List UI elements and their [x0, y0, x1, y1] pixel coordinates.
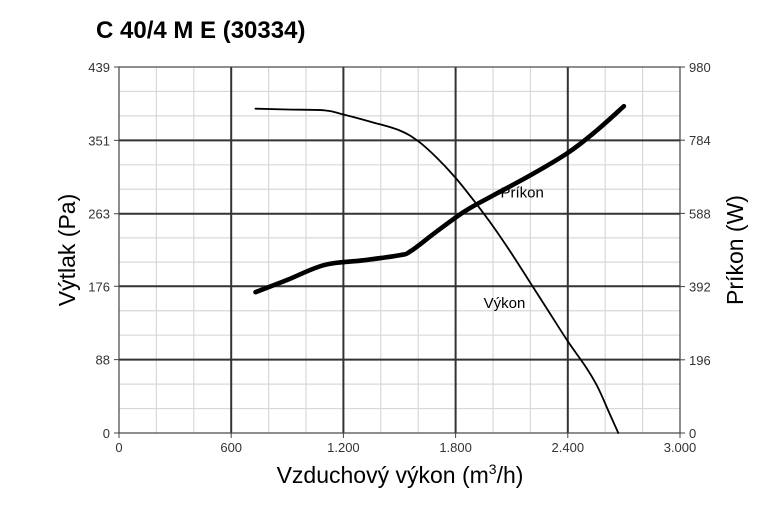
right-y-tick-label: 392 [689, 280, 711, 295]
x-tick-label: 0 [115, 440, 122, 455]
left-y-tick-label: 176 [88, 279, 110, 294]
major-gridlines [119, 67, 680, 433]
right-y-axis-ticks: 0 196 392 588 784 980 [680, 60, 711, 441]
x-axis-label: Vzduchový výkon (m3/h) [277, 461, 524, 488]
x-tick-label: 1.800 [439, 440, 472, 455]
right-y-tick-label: 0 [689, 426, 696, 441]
series-annotation-vykon: Výkon [484, 295, 526, 312]
left-y-axis-ticks: 0 88 176 263 351 439 [88, 60, 119, 441]
x-axis-label-prefix: Vzduchový výkon (m [277, 462, 489, 488]
plot-frame [118, 66, 681, 434]
right-y-tick-label: 784 [689, 133, 711, 148]
x-tick-label: 2.400 [552, 440, 585, 455]
left-y-tick-label: 351 [88, 133, 110, 148]
x-axis-ticks: 0 600 1.200 1.800 2.400 3.000 [115, 433, 696, 455]
right-y-axis-label: Príkon (W) [722, 195, 748, 305]
chart-title: C 40/4 M E (30334) [96, 17, 305, 44]
annotation-layer: Príkon Výkon [484, 185, 544, 312]
left-y-tick-label: 263 [88, 207, 110, 222]
left-y-tick-label: 439 [88, 60, 110, 75]
right-y-tick-label: 196 [689, 353, 711, 368]
minor-gridlines [119, 67, 680, 433]
left-y-tick-label: 0 [103, 426, 110, 441]
series-layer [253, 103, 627, 434]
series-line-prikon [253, 103, 627, 295]
series-annotation-prikon: Príkon [500, 185, 543, 202]
x-tick-label: 3.000 [664, 440, 697, 455]
left-y-tick-label: 88 [96, 353, 110, 368]
x-tick-label: 600 [220, 440, 242, 455]
x-axis-label-superscript: 3 [489, 461, 497, 477]
right-y-tick-label: 980 [689, 60, 711, 75]
series-line-vykon [254, 107, 620, 434]
left-y-axis-label: Výtlak (Pa) [54, 194, 80, 306]
x-tick-label: 1.200 [327, 440, 360, 455]
right-y-tick-label: 588 [689, 206, 711, 221]
x-axis-label-suffix: /h) [497, 462, 524, 488]
